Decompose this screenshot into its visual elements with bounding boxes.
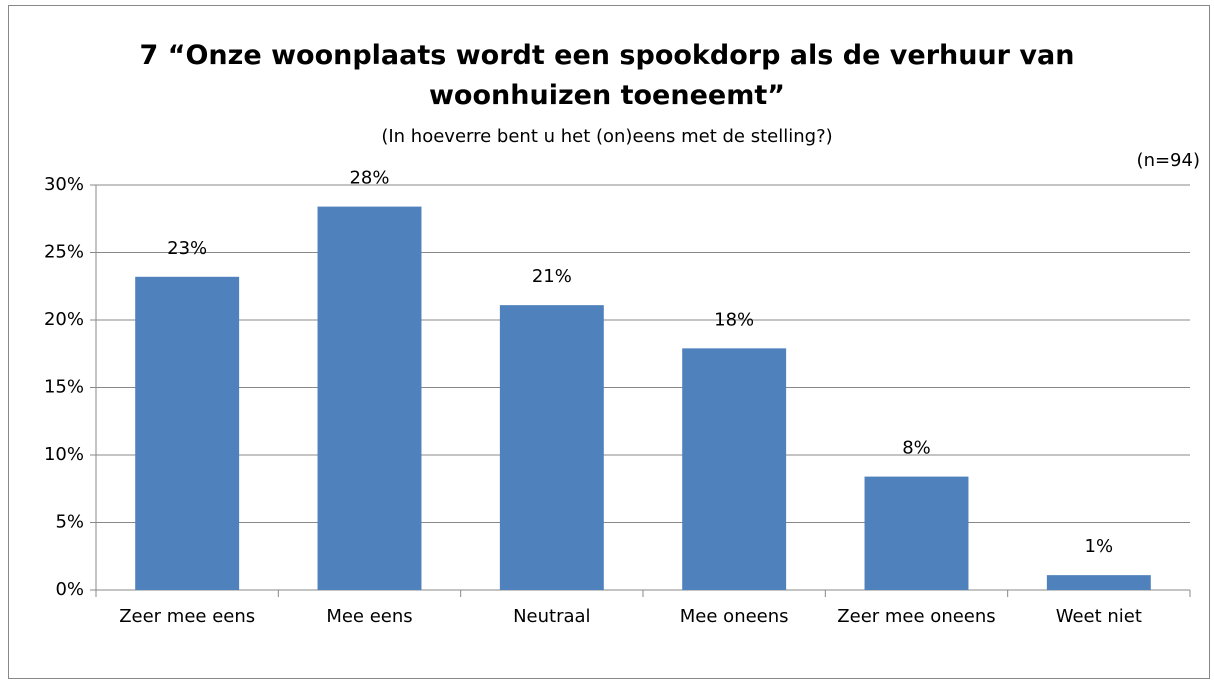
- x-tick-label: Mee oneens: [679, 606, 789, 627]
- data-label: 18%: [714, 309, 754, 330]
- bar: [1046, 575, 1151, 590]
- bar: [317, 206, 422, 590]
- x-tick-label: Zeer mee eens: [119, 606, 256, 627]
- x-tick-label: Weet niet: [1055, 606, 1142, 627]
- chart-title: 7 “Onze woonplaats wordt een spookdorp a…: [139, 40, 1075, 111]
- annotation: (n=94): [1136, 150, 1200, 171]
- y-tick-label: 0%: [55, 579, 84, 600]
- data-label: 1%: [1085, 536, 1114, 557]
- x-tick-label: Neutraal: [513, 606, 591, 627]
- chart-subtitle: (In hoeverre bent u het (on)eens met de …: [381, 126, 833, 147]
- data-label: 21%: [532, 266, 572, 287]
- bar: [135, 276, 240, 590]
- data-label: 23%: [167, 238, 207, 259]
- y-tick-label: 10%: [44, 444, 84, 465]
- y-tick-label: 30%: [44, 174, 84, 195]
- y-tick-label: 20%: [44, 309, 84, 330]
- y-tick-label: 15%: [44, 377, 84, 398]
- x-tick-label: Mee eens: [326, 606, 413, 627]
- y-tick-label: 25%: [44, 242, 84, 263]
- data-label: 8%: [902, 438, 931, 459]
- bar: [682, 348, 787, 590]
- bar: [864, 476, 969, 590]
- x-tick-label: Zeer mee oneens: [837, 606, 996, 627]
- data-label: 28%: [349, 168, 389, 189]
- chart-frame: [8, 5, 1210, 679]
- y-tick-label: 5%: [55, 512, 84, 533]
- bar: [499, 305, 604, 590]
